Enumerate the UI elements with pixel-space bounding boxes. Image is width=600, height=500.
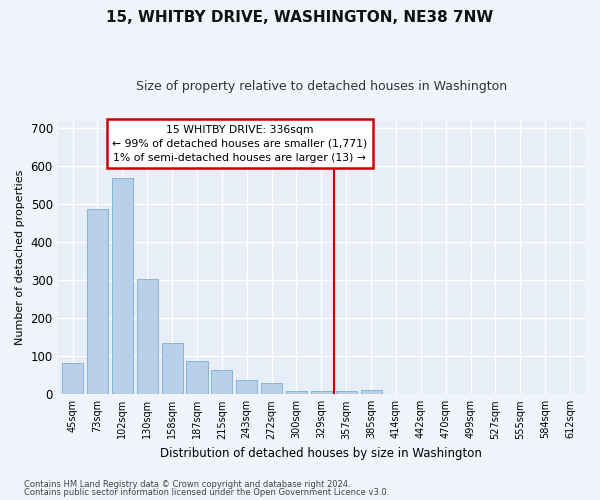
Bar	[335, 392, 357, 394]
Bar	[286, 390, 307, 394]
Text: Contains HM Land Registry data © Crown copyright and database right 2024.: Contains HM Land Registry data © Crown c…	[24, 480, 350, 489]
X-axis label: Distribution of detached houses by size in Washington: Distribution of detached houses by size …	[160, 447, 482, 460]
Bar	[87, 209, 108, 394]
Bar	[137, 280, 158, 394]
Bar	[211, 370, 232, 394]
Text: 15 WHITBY DRIVE: 336sqm
← 99% of detached houses are smaller (1,771)
1% of semi-: 15 WHITBY DRIVE: 336sqm ← 99% of detache…	[112, 124, 367, 162]
Bar	[261, 383, 282, 394]
Text: Contains public sector information licensed under the Open Government Licence v3: Contains public sector information licen…	[24, 488, 389, 497]
Text: 15, WHITBY DRIVE, WASHINGTON, NE38 7NW: 15, WHITBY DRIVE, WASHINGTON, NE38 7NW	[106, 10, 494, 25]
Bar	[236, 380, 257, 394]
Bar	[361, 390, 382, 394]
Y-axis label: Number of detached properties: Number of detached properties	[15, 170, 25, 345]
Bar	[311, 392, 332, 394]
Bar	[112, 178, 133, 394]
Title: Size of property relative to detached houses in Washington: Size of property relative to detached ho…	[136, 80, 507, 93]
Bar	[62, 362, 83, 394]
Bar	[187, 361, 208, 394]
Bar	[161, 343, 182, 394]
